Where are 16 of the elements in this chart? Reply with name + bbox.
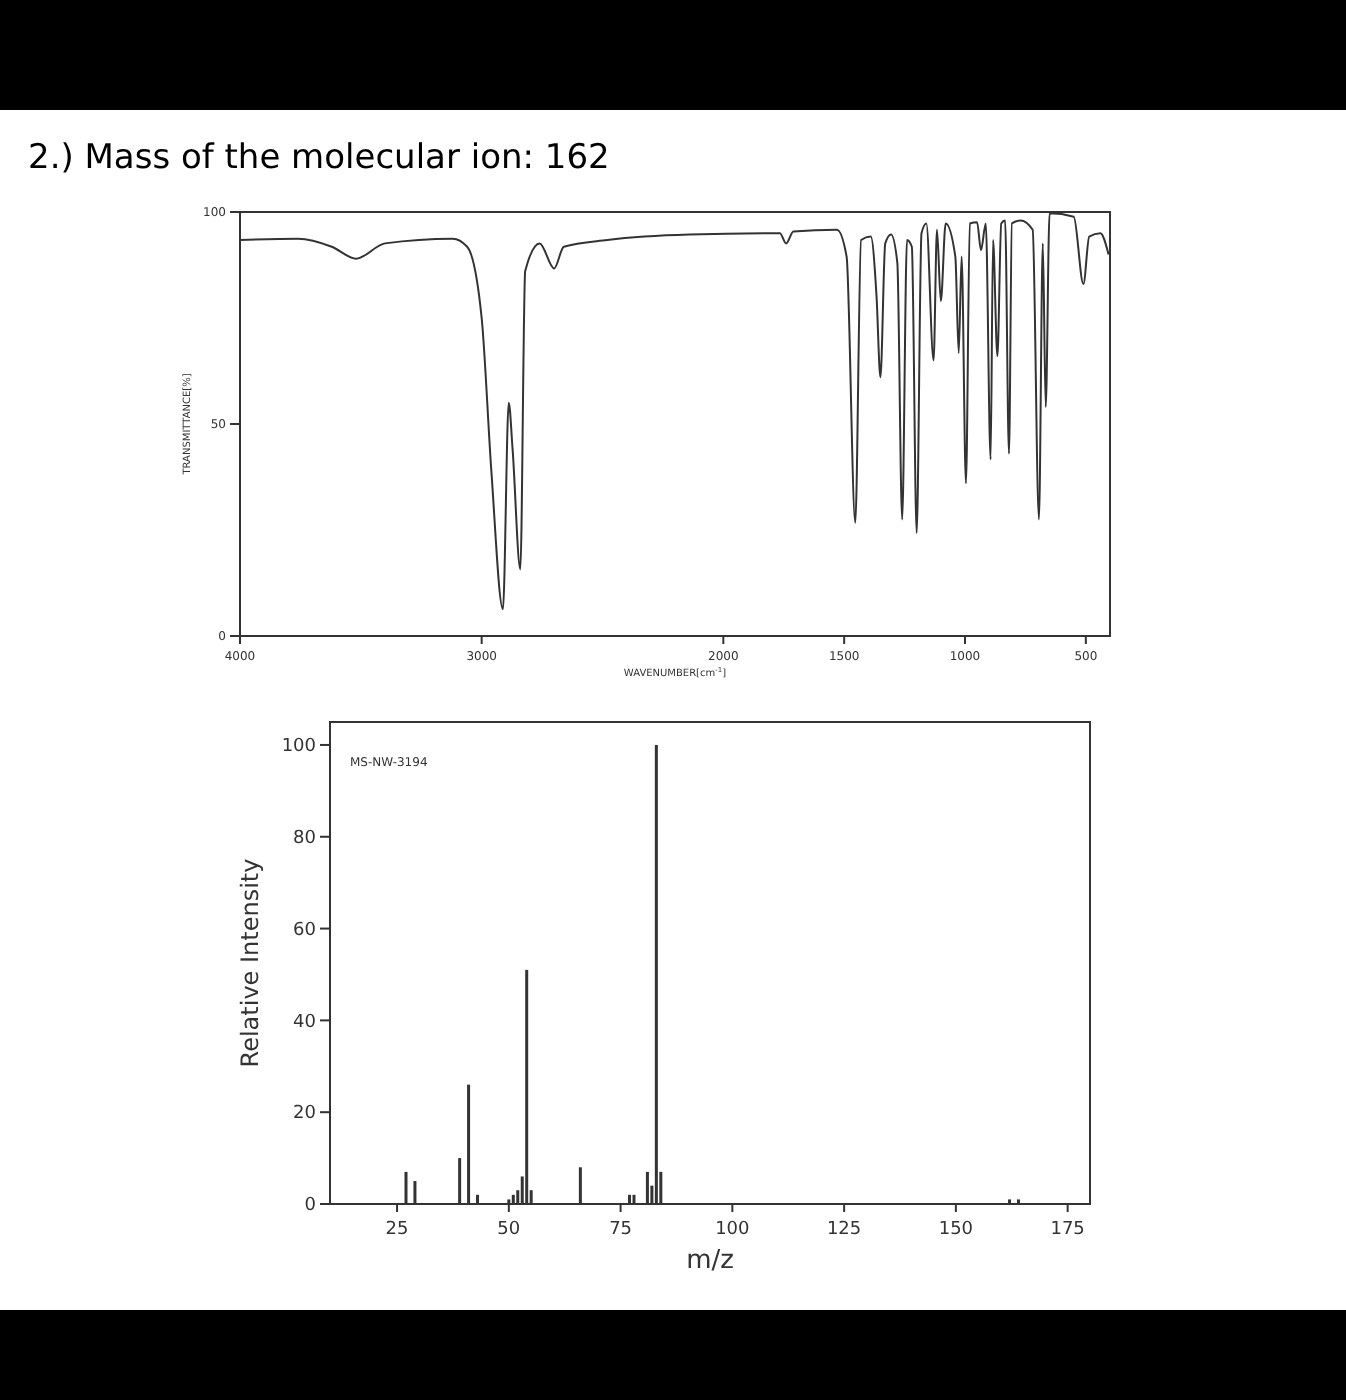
x-axis-title: m/z bbox=[686, 1246, 735, 1276]
x-tick-label: 100 bbox=[715, 1220, 751, 1240]
y-tick-label: 60 bbox=[293, 920, 317, 941]
chart-title: 2.) Mass of the molecular ion: 162 bbox=[28, 138, 610, 178]
y-axis-title: Relative Intensity bbox=[236, 858, 264, 1068]
y-tick-label: 0 bbox=[304, 1196, 317, 1217]
x-tick-label: 25 bbox=[385, 1220, 409, 1240]
x-tick-label: 150 bbox=[938, 1220, 974, 1240]
y-tick-label: 40 bbox=[293, 1012, 317, 1033]
y-tick-label: 100 bbox=[281, 737, 317, 758]
x-tick-label: 125 bbox=[826, 1220, 862, 1240]
x-tick-label: 75 bbox=[609, 1220, 633, 1240]
y-tick-label: 20 bbox=[293, 1104, 317, 1125]
y-tick-label: 80 bbox=[293, 829, 317, 850]
x-tick-label: 50 bbox=[497, 1220, 521, 1240]
x-tick-label: 175 bbox=[1050, 1220, 1085, 1240]
